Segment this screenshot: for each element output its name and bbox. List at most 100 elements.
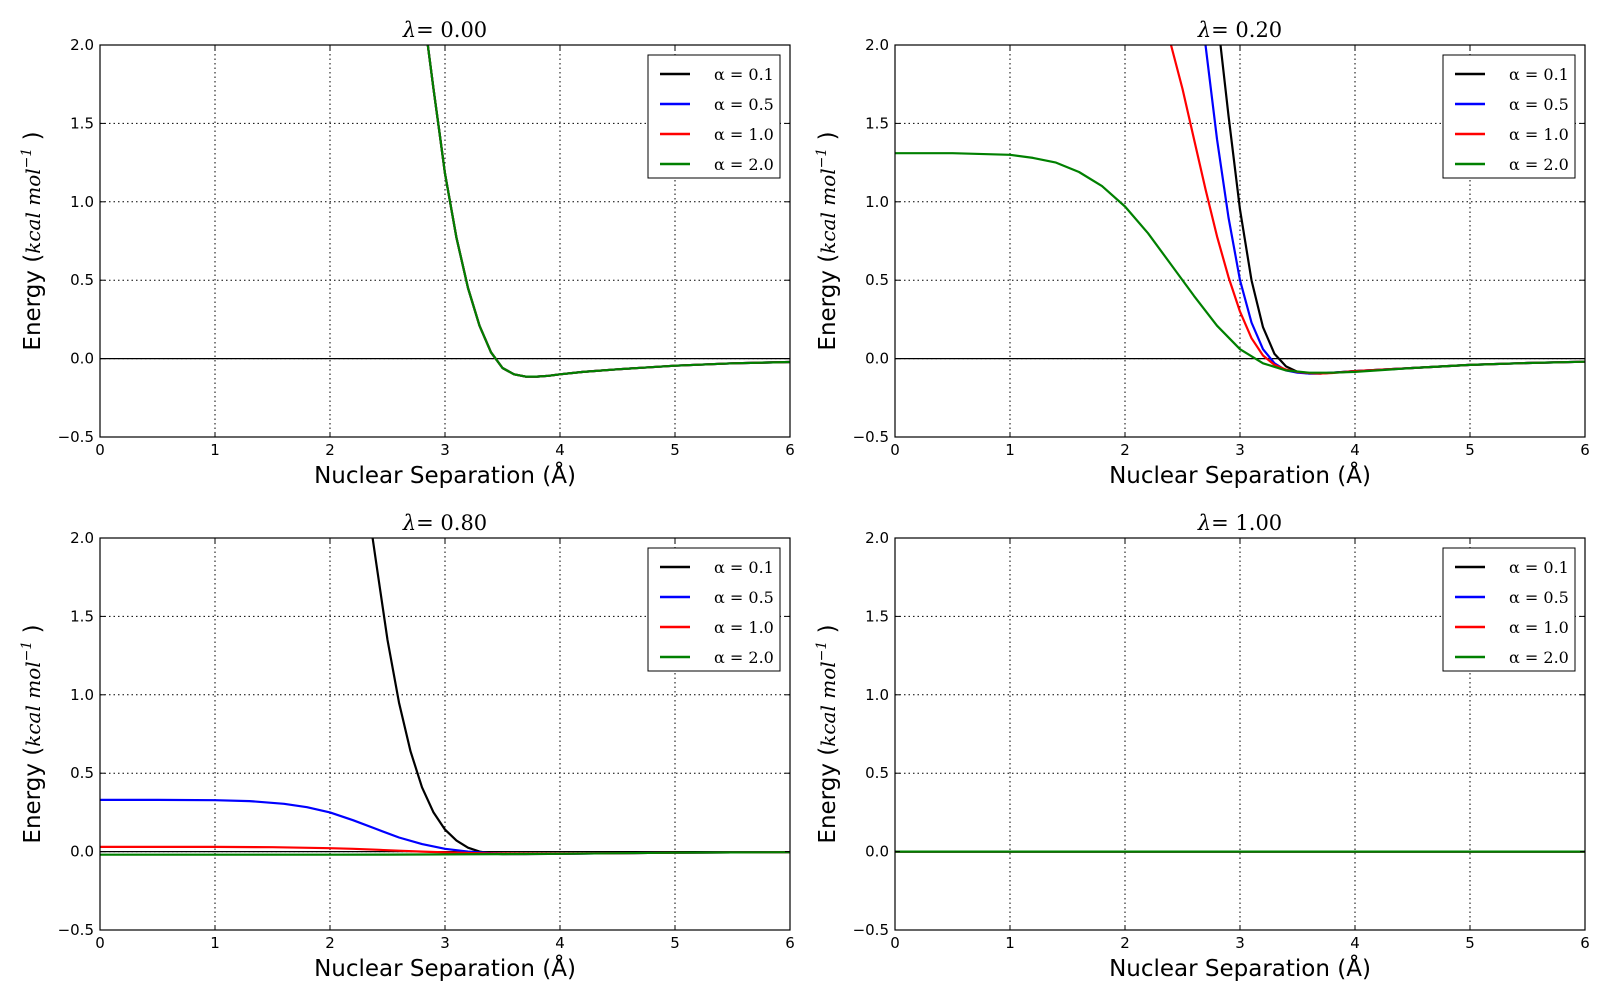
y-tick-label: 1.0	[70, 193, 94, 211]
y-axis-label-unit: kcal mol	[21, 661, 45, 746]
chart-title-symbol: λ	[1197, 511, 1211, 535]
chart-title-value: = 0.80	[416, 511, 487, 535]
x-axis-label: Nuclear Separation (Å)	[1109, 461, 1371, 489]
legend-entry-3: α = 2.0	[1509, 155, 1569, 174]
x-tick-label: 5	[1465, 441, 1475, 459]
legend-entry-2: α = 1.0	[1509, 618, 1569, 637]
legend-entry-0: α = 0.1	[1509, 65, 1569, 84]
legend-entry-0: α = 0.1	[714, 65, 774, 84]
y-tick-label: 0.5	[70, 764, 94, 782]
y-tick-label: 0.5	[865, 764, 889, 782]
y-axis-label-text: Energy (	[815, 747, 841, 844]
x-tick-label: 6	[1580, 441, 1590, 459]
y-axis-label-close: )	[20, 131, 46, 147]
y-axis-label-unit: kcal mol	[816, 661, 840, 746]
x-tick-label: 4	[555, 441, 565, 459]
y-tick-label: 1.0	[865, 686, 889, 704]
x-tick-label: 3	[440, 441, 450, 459]
x-tick-label: 6	[785, 441, 795, 459]
chart-panel-0: 0 1 2 3 4 5 6 −0.5 0.0 0.5 1.0 1.5 2.0 λ= 0.00 Nuclear…	[19, 18, 795, 489]
x-tick-label: 2	[325, 441, 335, 459]
y-tick-label: 0.0	[70, 843, 94, 861]
x-tick-label: 5	[670, 934, 680, 952]
x-tick-label: 6	[1580, 934, 1590, 952]
x-tick-label: 0	[95, 441, 105, 459]
chart-title: λ= 0.80	[402, 511, 487, 535]
y-tick-label: 0.5	[865, 271, 889, 289]
legend-entry-0: α = 0.1	[1509, 558, 1569, 577]
legend-entry-1: α = 0.5	[714, 95, 774, 114]
chart-title-value: = 0.00	[416, 18, 487, 42]
y-tick-label: 2.0	[865, 36, 889, 54]
y-tick-label: 2.0	[865, 529, 889, 547]
x-tick-label: 2	[1120, 934, 1130, 952]
chart-title: λ= 0.20	[1197, 18, 1282, 42]
y-tick-label: 1.5	[865, 607, 889, 625]
x-axis-label: Nuclear Separation (Å)	[314, 461, 576, 489]
x-tick-label: 1	[210, 934, 220, 952]
y-tick-label: −0.5	[853, 428, 889, 446]
y-axis-label-text: Energy (	[815, 254, 841, 351]
y-tick-label: 1.5	[70, 607, 94, 625]
y-axis-label-unit: kcal mol	[816, 168, 840, 253]
x-tick-label: 4	[555, 934, 565, 952]
y-tick-label: 1.5	[70, 114, 94, 132]
x-tick-label: 0	[890, 441, 900, 459]
y-axis-label-unit: kcal mol	[21, 168, 45, 253]
y-axis-label-close: )	[815, 131, 841, 147]
chart-title-value: = 0.20	[1211, 18, 1282, 42]
y-axis-label: Energy (kcal mol−1 )	[814, 624, 841, 843]
legend-entry-3: α = 2.0	[714, 155, 774, 174]
chart-title-symbol: λ	[1197, 18, 1211, 42]
y-tick-label: 0.0	[70, 350, 94, 368]
legend-entry-3: α = 2.0	[1509, 648, 1569, 667]
chart-panel-3: 0 1 2 3 4 5 6 −0.5 0.0 0.5 1.0 1.5 2.0 λ= 1.00 Nuclear…	[814, 511, 1590, 982]
legend-entry-2: α = 1.0	[1509, 125, 1569, 144]
y-axis-label-exponent: −1	[19, 641, 35, 662]
legend-box	[647, 54, 781, 179]
y-axis-label-text: Energy (	[20, 254, 46, 351]
y-axis-label-exponent: −1	[19, 148, 35, 169]
y-tick-label: −0.5	[58, 921, 94, 939]
chart-panel-1: 0 1 2 3 4 5 6 −0.5 0.0 0.5 1.0 1.5 2.0 λ= 0.20 Nuclear…	[814, 18, 1590, 489]
x-tick-label: 3	[1235, 934, 1245, 952]
y-axis-label-exponent: −1	[814, 148, 830, 169]
series-line-3	[426, 45, 790, 378]
x-tick-label: 2	[325, 934, 335, 952]
legend: α = 0.1 α = 0.5 α = 1.0 α = 2.0	[1442, 547, 1576, 672]
series-group	[100, 538, 790, 856]
legend-entry-3: α = 2.0	[714, 648, 774, 667]
y-axis-label-close: )	[20, 624, 46, 640]
y-tick-label: 1.5	[865, 114, 889, 132]
x-axis-label: Nuclear Separation (Å)	[1109, 954, 1371, 982]
x-tick-label: 0	[890, 934, 900, 952]
chart-title-symbol: λ	[402, 511, 416, 535]
x-tick-label: 3	[440, 934, 450, 952]
y-tick-label: 0.0	[865, 843, 889, 861]
x-tick-label: 3	[1235, 441, 1245, 459]
y-axis-label: Energy (kcal mol−1 )	[814, 131, 841, 350]
y-axis-label: Energy (kcal mol−1 )	[19, 624, 46, 843]
legend-box	[1442, 54, 1576, 179]
y-tick-label: 0.5	[70, 271, 94, 289]
y-tick-label: −0.5	[58, 428, 94, 446]
series-line-3	[895, 152, 1585, 374]
chart-panel-2: 0 1 2 3 4 5 6 −0.5 0.0 0.5 1.0 1.5 2.0 λ= 0.80 Nuclear…	[19, 511, 795, 982]
y-axis-label-close: )	[815, 624, 841, 640]
legend-box	[1442, 547, 1576, 672]
series-line-3	[100, 851, 790, 856]
y-axis-label-exponent: −1	[814, 641, 830, 662]
series-group	[426, 45, 790, 378]
chart-title: λ= 0.00	[402, 18, 487, 42]
y-tick-label: −0.5	[853, 921, 889, 939]
x-tick-label: 5	[670, 441, 680, 459]
legend-entry-2: α = 1.0	[714, 618, 774, 637]
y-axis-label: Energy (kcal mol−1 )	[19, 131, 46, 350]
y-tick-label: 2.0	[70, 529, 94, 547]
series-group	[895, 45, 1585, 375]
x-tick-label: 1	[1005, 441, 1015, 459]
x-tick-label: 6	[785, 934, 795, 952]
legend: α = 0.1 α = 0.5 α = 1.0 α = 2.0	[1442, 54, 1576, 179]
legend: α = 0.1 α = 0.5 α = 1.0 α = 2.0	[647, 547, 781, 672]
